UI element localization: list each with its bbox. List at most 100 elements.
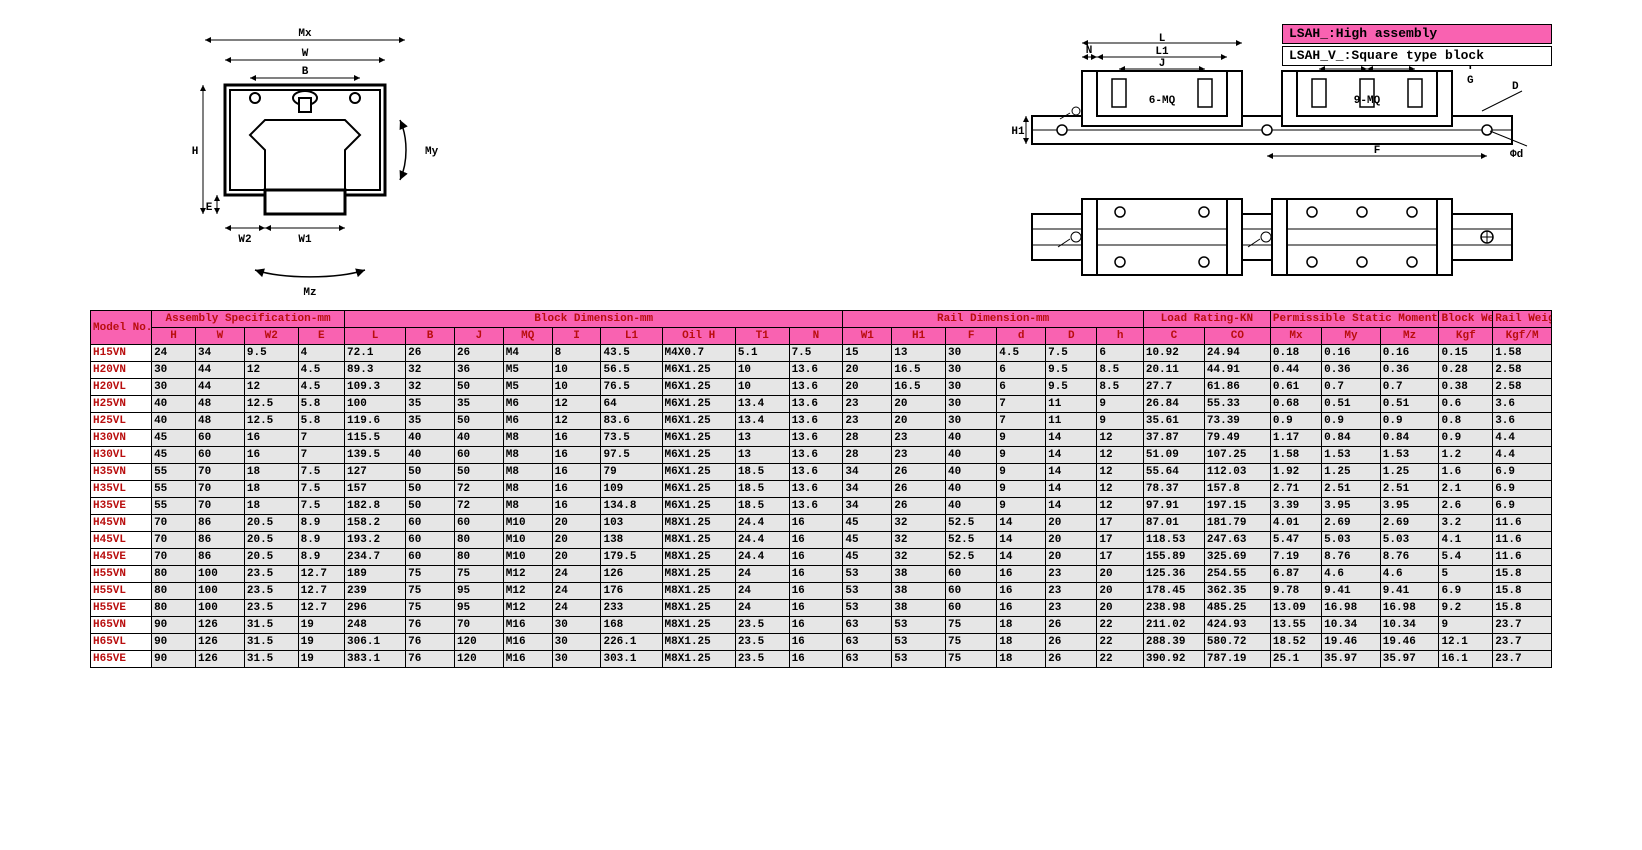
data-cell: M8X1.25 xyxy=(662,634,735,651)
data-cell: 424.93 xyxy=(1204,617,1270,634)
dim-mx: Mx xyxy=(298,28,312,40)
data-cell: 6.9 xyxy=(1493,464,1552,481)
data-cell: 50 xyxy=(406,498,455,515)
data-cell: M8X1.25 xyxy=(662,600,735,617)
data-cell: 40 xyxy=(406,447,455,464)
data-cell: 0.51 xyxy=(1322,396,1381,413)
data-cell: 325.69 xyxy=(1204,549,1270,566)
dim-L: L xyxy=(1159,33,1166,45)
dim-w1: W1 xyxy=(298,234,312,246)
data-cell: 55.64 xyxy=(1143,464,1204,481)
model-cell: H55VL xyxy=(91,583,152,600)
data-cell: 2.58 xyxy=(1493,379,1552,396)
data-cell: 50 xyxy=(406,481,455,498)
data-cell: 13.6 xyxy=(789,464,843,481)
table-row: H25VN404812.55.81003535M61264M6X1.2513.4… xyxy=(91,396,1552,413)
data-cell: 580.72 xyxy=(1204,634,1270,651)
data-cell: M5 xyxy=(503,362,552,379)
table-row: H35VN5570187.51275050M81679M6X1.2518.513… xyxy=(91,464,1552,481)
data-cell: 14 xyxy=(997,549,1046,566)
data-cell: 90 xyxy=(152,634,196,651)
data-cell: 5.03 xyxy=(1380,532,1439,549)
data-cell: M8X1.25 xyxy=(662,549,735,566)
data-cell: 80 xyxy=(152,566,196,583)
model-cell: H15VN xyxy=(91,345,152,362)
data-cell: 37.87 xyxy=(1143,430,1204,447)
legend-line-2: LSAH_V_:Square type block xyxy=(1282,46,1552,66)
data-cell: 23.5 xyxy=(735,617,789,634)
data-cell: 55 xyxy=(152,481,196,498)
data-cell: 30 xyxy=(552,617,601,634)
data-cell: 36 xyxy=(454,362,503,379)
data-cell: 23.5 xyxy=(735,634,789,651)
column-header: D xyxy=(1046,328,1097,345)
dim-f: F xyxy=(1374,145,1381,157)
data-cell: 63 xyxy=(843,634,892,651)
data-cell: 0.28 xyxy=(1439,362,1493,379)
dim-n: N xyxy=(1086,45,1093,57)
data-cell: 75 xyxy=(406,583,455,600)
column-header: Kgf/M xyxy=(1493,328,1552,345)
data-cell: 75 xyxy=(406,566,455,583)
column-header: B xyxy=(406,328,455,345)
model-cell: H30VL xyxy=(91,447,152,464)
dim-b: B xyxy=(302,66,309,78)
data-cell: 0.9 xyxy=(1439,430,1493,447)
data-cell: 7 xyxy=(298,447,344,464)
data-cell: 18.5 xyxy=(735,481,789,498)
table-row: H55VE8010023.512.72967595M1224233M8X1.25… xyxy=(91,600,1552,617)
data-cell: 24.4 xyxy=(735,515,789,532)
data-cell: 18.5 xyxy=(735,498,789,515)
data-cell: 1.58 xyxy=(1493,345,1552,362)
group-header: Model No. xyxy=(91,311,152,345)
data-cell: 24 xyxy=(735,583,789,600)
data-cell: M8 xyxy=(503,464,552,481)
data-cell: 179.5 xyxy=(601,549,662,566)
data-cell: 138 xyxy=(601,532,662,549)
dim-mz: Mz xyxy=(303,287,316,299)
data-cell: M6X1.25 xyxy=(662,379,735,396)
data-cell: 2.1 xyxy=(1439,481,1493,498)
table-row: H45VN708620.58.9158.26060M1020103M8X1.25… xyxy=(91,515,1552,532)
data-cell: 9 xyxy=(997,430,1046,447)
table-row: H45VE708620.58.9234.76080M1020179.5M8X1.… xyxy=(91,549,1552,566)
data-cell: 20 xyxy=(892,396,946,413)
data-cell: 193.2 xyxy=(345,532,406,549)
data-cell: 78.37 xyxy=(1143,481,1204,498)
data-cell: 112.03 xyxy=(1204,464,1270,481)
data-cell: 109 xyxy=(601,481,662,498)
table-row: H25VL404812.55.8119.63550M61283.6M6X1.25… xyxy=(91,413,1552,430)
data-cell: 18.52 xyxy=(1270,634,1321,651)
data-cell: 26 xyxy=(1046,617,1097,634)
data-cell: 34 xyxy=(843,481,892,498)
data-cell: 12.7 xyxy=(298,600,344,617)
data-cell: 11.6 xyxy=(1493,532,1552,549)
data-cell: 247.63 xyxy=(1204,532,1270,549)
data-cell: 30 xyxy=(945,379,996,396)
data-cell: 16 xyxy=(997,600,1046,617)
data-cell: 1.2 xyxy=(1439,447,1493,464)
data-cell: M6X1.25 xyxy=(662,413,735,430)
data-cell: 6.9 xyxy=(1493,481,1552,498)
data-cell: 15.8 xyxy=(1493,566,1552,583)
data-cell: M6X1.25 xyxy=(662,430,735,447)
data-cell: 97.5 xyxy=(601,447,662,464)
table-row: H20VL3044124.5109.33250M51076.5M6X1.2510… xyxy=(91,379,1552,396)
data-cell: 20.11 xyxy=(1143,362,1204,379)
dim-my: My xyxy=(425,146,439,158)
table-row: H30VN4560167115.54040M81673.5M6X1.251313… xyxy=(91,430,1552,447)
data-cell: 16 xyxy=(789,515,843,532)
data-cell: 197.15 xyxy=(1204,498,1270,515)
data-cell: 20 xyxy=(1097,583,1143,600)
data-cell: 9.41 xyxy=(1380,583,1439,600)
data-cell: 0.16 xyxy=(1380,345,1439,362)
data-cell: 11.6 xyxy=(1493,515,1552,532)
data-cell: 7.5 xyxy=(298,498,344,515)
data-cell: 11 xyxy=(1046,413,1097,430)
data-cell: 16 xyxy=(789,583,843,600)
data-cell: 10 xyxy=(735,379,789,396)
data-cell: 16 xyxy=(244,447,298,464)
table-row: H55VN8010023.512.71897575M1224126M8X1.25… xyxy=(91,566,1552,583)
data-cell: 22 xyxy=(1097,617,1143,634)
dim-h1: H1 xyxy=(1012,126,1025,138)
